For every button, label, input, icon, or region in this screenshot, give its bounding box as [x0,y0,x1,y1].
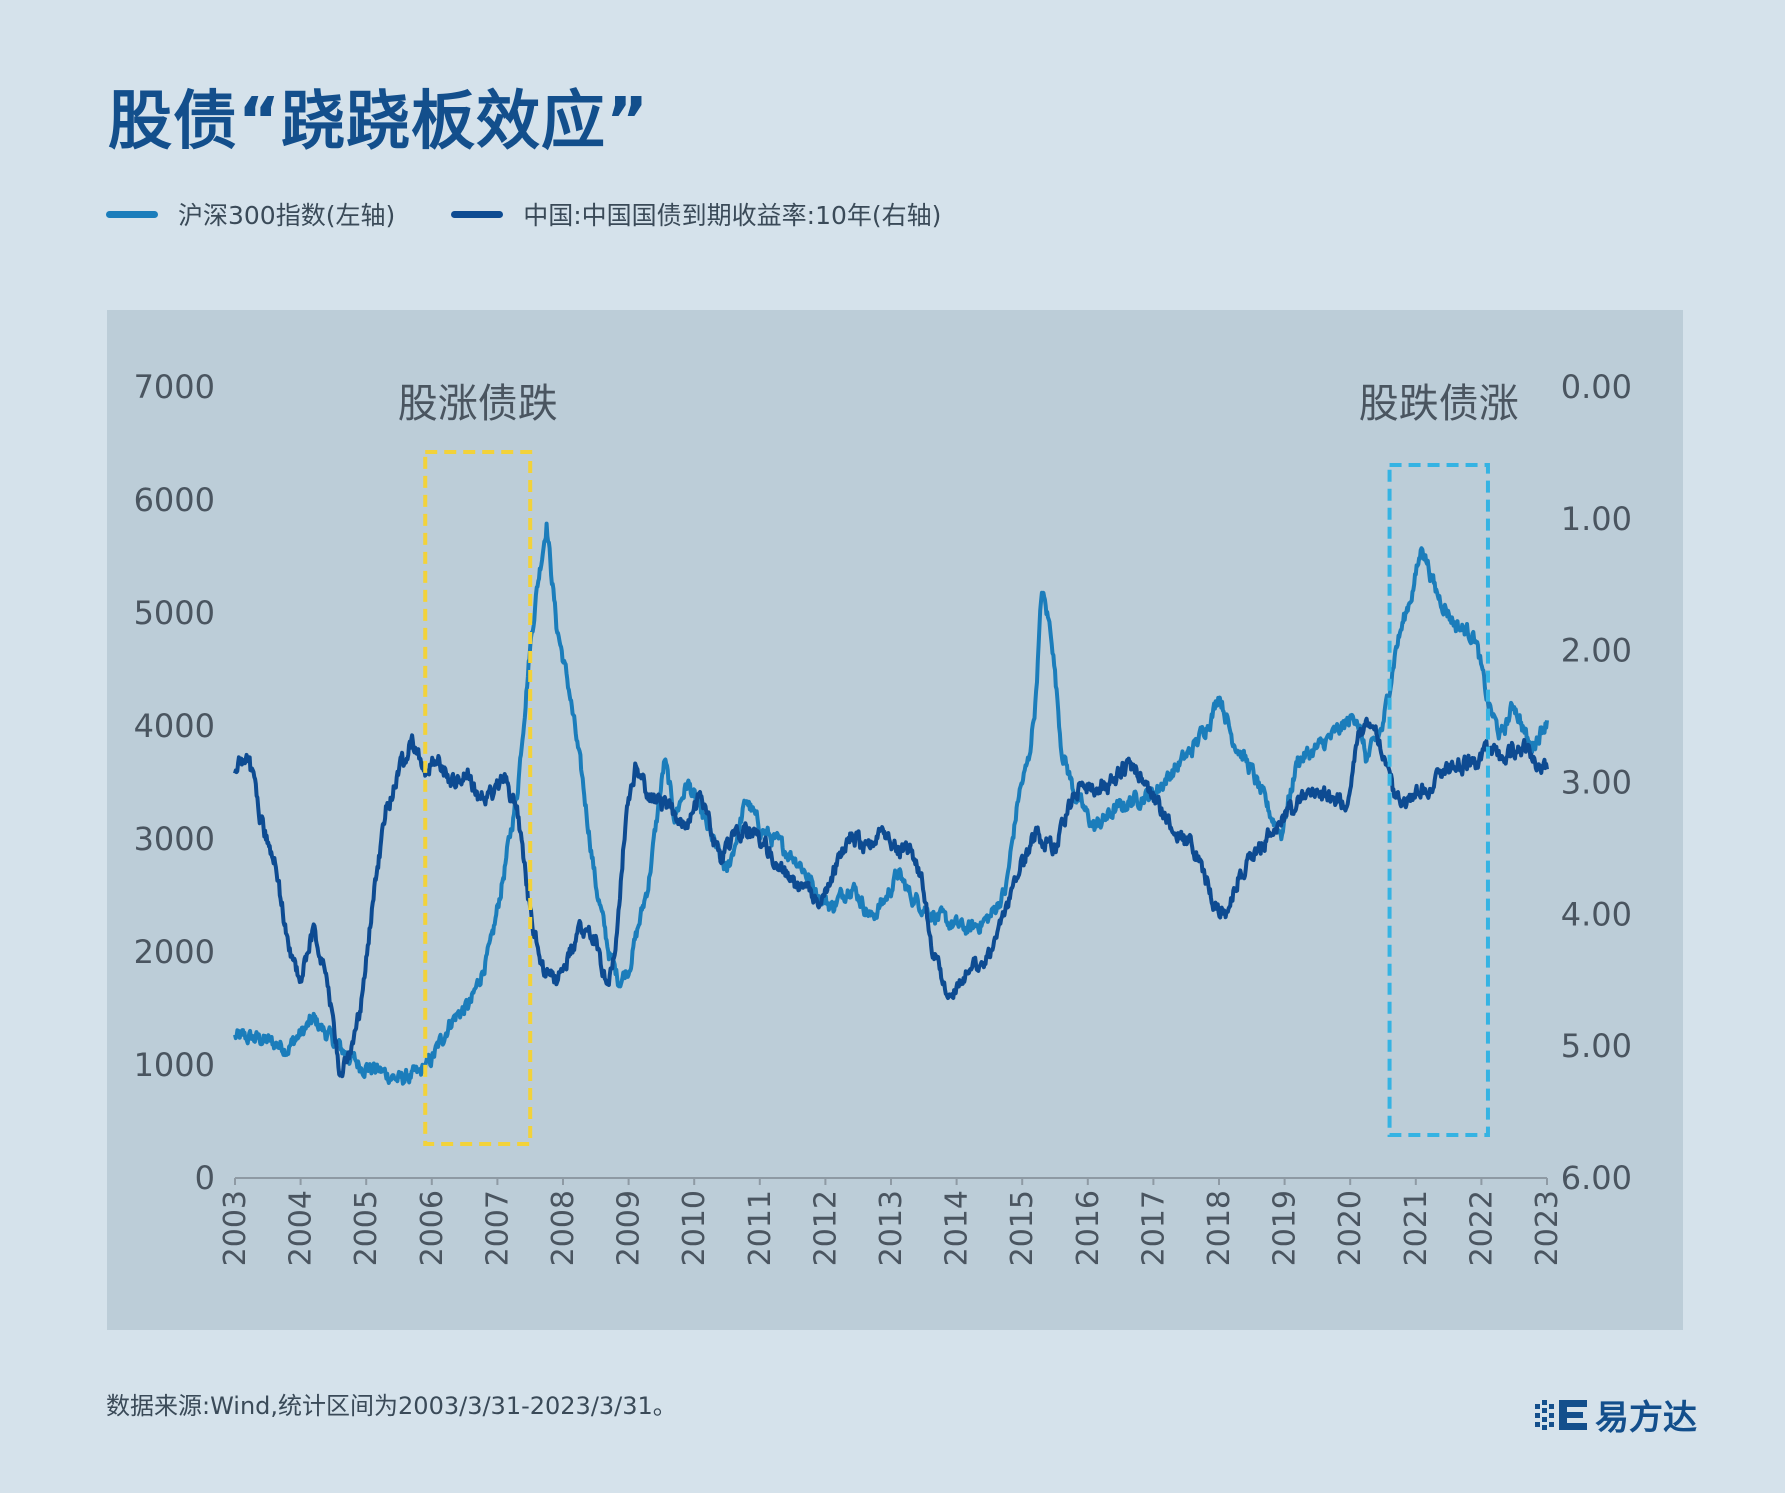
legend-item-stock: 沪深300指数(左轴) [106,196,395,232]
legend-item-bond: 中国:中国国债到期收益率:10年(右轴) [451,196,941,232]
x-tick-label: 2016 [1071,1190,1106,1266]
x-tick-label: 2007 [480,1190,515,1266]
left-tick-label: 3000 [134,820,215,858]
x-tick-label: 2003 [218,1190,253,1266]
chart-svg: 2003 2004 2005 2006 2007 2008 2009 2010 2011 2012… [134,368,1632,1266]
legend-label-stock: 沪深300指数(左轴) [178,201,396,230]
annotation-label: 股涨债跌 [398,381,558,427]
left-tick-label: 4000 [134,707,215,745]
x-tick-label: 2008 [546,1190,581,1266]
legend: 沪深300指数(左轴) 中国:中国国债到期收益率:10年(右轴) [106,196,997,232]
brand: 易方达 [1535,1390,1697,1439]
x-tick-label: 2020 [1333,1190,1368,1266]
chart-panel: 2003 2004 2005 2006 2007 2008 2009 2010 2011 2012… [107,310,1683,1330]
right-tick-label: 2.00 [1561,632,1632,670]
x-tick-label: 2006 [415,1190,450,1266]
right-tick-label: 4.00 [1561,895,1632,933]
series-line-stock [233,521,1549,1086]
x-tick-label: 2009 [612,1190,647,1266]
brand-name: 易方达 [1595,1398,1697,1438]
series-line-bond [233,716,1549,1079]
x-tick-label: 2021 [1399,1190,1434,1266]
brand-logo-icon [1535,1399,1587,1430]
x-tick-label: 2010 [677,1190,712,1266]
x-tick-label: 2018 [1202,1190,1237,1266]
left-tick-label: 5000 [134,594,215,632]
x-tick-label: 2015 [1005,1190,1040,1266]
chart-title: 股债“跷跷板效应” [108,85,650,159]
x-tick-label: 2023 [1530,1190,1565,1266]
right-tick-label: 0.00 [1561,368,1632,406]
x-tick-label: 2017 [1136,1190,1171,1266]
right-tick-label: 5.00 [1561,1027,1632,1065]
legend-swatch-bond [451,210,504,218]
legend-swatch-stock [106,210,158,218]
source-note: 数据来源:Wind,统计区间为2003/3/31-2023/3/31。 [106,1392,677,1420]
x-tick-label: 2012 [808,1190,843,1266]
x-tick-label: 2014 [940,1190,975,1266]
left-tick-label: 1000 [134,1046,215,1084]
left-tick-label: 2000 [134,933,215,971]
legend-label-bond: 中国:中国国债到期收益率:10年(右轴) [523,201,942,230]
left-tick-label: 6000 [134,481,215,519]
annotation-label: 股跌债涨 [1359,381,1519,427]
right-tick-label: 1.00 [1561,500,1632,538]
x-tick-label: 2022 [1464,1190,1499,1266]
left-tick-label: 7000 [134,368,215,406]
left-tick-label: 0 [195,1159,215,1197]
x-tick-label: 2013 [874,1190,909,1266]
right-tick-label: 3.00 [1561,764,1632,802]
x-tick-label: 2004 [284,1190,319,1266]
x-tick-label: 2019 [1268,1190,1303,1266]
annotation-box [1387,463,1490,1137]
x-tick-label: 2011 [743,1190,778,1266]
x-tick-label: 2005 [349,1190,384,1266]
right-tick-label: 6.00 [1561,1159,1632,1197]
